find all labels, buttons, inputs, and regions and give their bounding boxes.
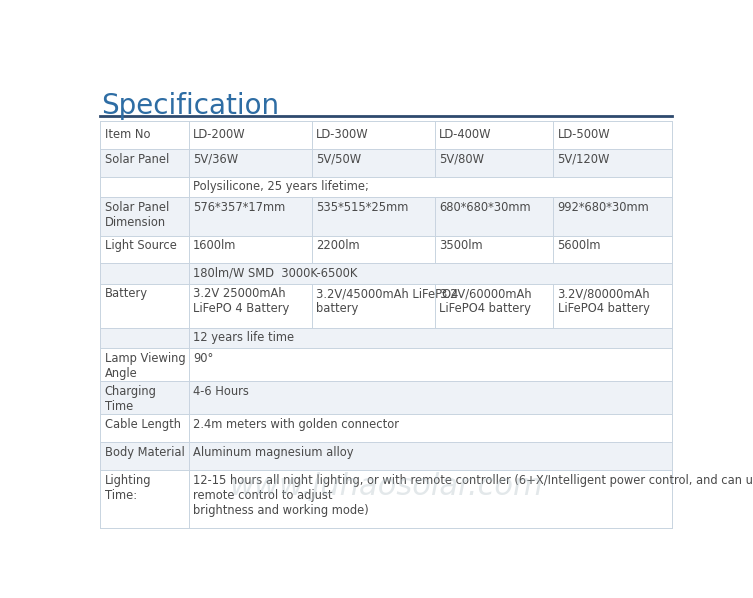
Text: 3.2V 25000mAh
LiFePO 4 Battery: 3.2V 25000mAh LiFePO 4 Battery	[194, 288, 289, 315]
Text: 12-15 hours all night lighting, or with remote controller (6+X/Intelligent power: 12-15 hours all night lighting, or with …	[194, 474, 753, 517]
Text: 5V/36W: 5V/36W	[194, 152, 239, 166]
Text: 90°: 90°	[194, 352, 214, 365]
Text: Charging
Time: Charging Time	[105, 385, 157, 413]
Text: Cable Length: Cable Length	[105, 418, 181, 431]
Text: 12 years life time: 12 years life time	[194, 331, 294, 344]
Text: Lighting
Time:: Lighting Time:	[105, 474, 151, 502]
Text: 3.2V/45000mAh LiFePO4
battery: 3.2V/45000mAh LiFePO4 battery	[316, 288, 459, 315]
Text: Aluminum magnesium alloy: Aluminum magnesium alloy	[194, 446, 354, 459]
Bar	[100, 149, 672, 176]
Text: 3.2V/80000mAh
LiFePO4 battery: 3.2V/80000mAh LiFePO4 battery	[557, 288, 650, 315]
Bar	[100, 348, 672, 381]
Text: Body Material: Body Material	[105, 446, 184, 459]
Text: Battery: Battery	[105, 288, 148, 300]
Bar	[100, 470, 672, 527]
Text: 2.4m meters with golden connector: 2.4m meters with golden connector	[194, 418, 399, 431]
Text: LD-300W: LD-300W	[316, 129, 369, 142]
Bar	[100, 381, 672, 414]
Bar	[100, 197, 672, 236]
Bar	[100, 263, 672, 283]
Text: 3.2V/60000mAh
LiFePO4 battery: 3.2V/60000mAh LiFePO4 battery	[439, 288, 532, 315]
Text: 180lm/W SMD  3000K-6500K: 180lm/W SMD 3000K-6500K	[194, 267, 358, 280]
Text: 5V/80W: 5V/80W	[439, 152, 484, 166]
Text: Solar Panel: Solar Panel	[105, 152, 169, 166]
Text: www.juhaosolar.com: www.juhaosolar.com	[229, 472, 543, 501]
Text: Solar Panel
Dimension: Solar Panel Dimension	[105, 201, 169, 228]
Text: LD-500W: LD-500W	[557, 129, 610, 142]
Text: 680*680*30mm: 680*680*30mm	[439, 201, 531, 213]
Text: 576*357*17mm: 576*357*17mm	[194, 201, 285, 213]
Bar	[100, 176, 672, 197]
Bar	[100, 121, 672, 149]
Text: 5V/120W: 5V/120W	[557, 152, 610, 166]
Text: 3500lm: 3500lm	[439, 239, 483, 252]
Text: Lamp Viewing
Angle: Lamp Viewing Angle	[105, 352, 185, 380]
Bar	[100, 236, 672, 263]
Text: 5600lm: 5600lm	[557, 239, 601, 252]
Text: LD-400W: LD-400W	[439, 129, 492, 142]
Bar	[100, 328, 672, 348]
Bar	[100, 442, 672, 470]
Bar	[100, 414, 672, 442]
Text: Specification: Specification	[101, 93, 279, 120]
Text: Light Source: Light Source	[105, 239, 176, 252]
Text: LD-200W: LD-200W	[194, 129, 246, 142]
Text: 1600lm: 1600lm	[194, 239, 236, 252]
Text: 4-6 Hours: 4-6 Hours	[194, 385, 249, 398]
Text: Item No: Item No	[105, 129, 150, 142]
Text: 2200lm: 2200lm	[316, 239, 360, 252]
Text: 5V/50W: 5V/50W	[316, 152, 361, 166]
Text: 535*515*25mm: 535*515*25mm	[316, 201, 409, 213]
Text: 992*680*30mm: 992*680*30mm	[557, 201, 649, 213]
Bar	[100, 283, 672, 328]
Text: Polysilicone, 25 years lifetime;: Polysilicone, 25 years lifetime;	[194, 181, 369, 193]
